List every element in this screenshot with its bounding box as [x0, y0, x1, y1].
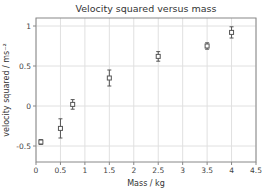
- x-tick: [158, 162, 159, 165]
- x-tick-label: 1: [82, 166, 87, 175]
- point: [71, 102, 75, 106]
- y-tick: [33, 66, 36, 67]
- error-bar: [230, 27, 234, 38]
- x-tick: [231, 162, 232, 165]
- x-tick-label: 3: [180, 166, 185, 175]
- grid-line: [231, 18, 232, 162]
- y-tick: [33, 106, 36, 107]
- axes: 0 0.5 1 1.5 2 2.5 3 3.5 4 4.5 -0.5 0 0.5 1: [16, 22, 262, 175]
- grid-line: [133, 18, 134, 162]
- grid-line: [158, 18, 159, 162]
- error-bar: [39, 140, 43, 145]
- x-tick: [182, 162, 183, 165]
- chart: 0 0.5 1 1.5 2 2.5 3 3.5 4 4.5 -0.5 0 0.5 1 Velocity sq…: [0, 0, 266, 190]
- x-tick-label: 4.5: [250, 166, 262, 175]
- error-bar: [205, 43, 209, 49]
- x-tick: [60, 162, 61, 165]
- x-axis-label: Mass / kg: [127, 179, 165, 188]
- x-tick-label: 2.5: [152, 166, 164, 175]
- grid-line: [207, 18, 208, 162]
- y-tick-label: 0.5: [19, 62, 31, 71]
- grid: [36, 18, 256, 162]
- grid-line: [36, 146, 256, 147]
- grid-line: [60, 18, 61, 162]
- y-tick-label: -0.5: [16, 142, 31, 151]
- x-tick-label: 0.5: [54, 166, 66, 175]
- y-axis-label: velocity squared / ms⁻²: [2, 43, 11, 136]
- x-tick: [109, 162, 110, 165]
- grid-line: [182, 18, 183, 162]
- x-tick: [133, 162, 134, 165]
- grid-line: [109, 18, 110, 162]
- x-tick: [36, 162, 37, 165]
- grid-line: [36, 26, 256, 27]
- y-tick: [33, 26, 36, 27]
- x-tick-label: 1.5: [103, 166, 115, 175]
- grid-line: [36, 66, 256, 67]
- x-tick-label: 4: [229, 166, 234, 175]
- x-tick: [84, 162, 85, 165]
- point: [205, 44, 209, 48]
- x-tick-label: 2: [131, 166, 136, 175]
- error-bar: [156, 52, 160, 62]
- point: [230, 30, 234, 34]
- grid-line: [84, 18, 85, 162]
- y-tick-label: 1: [26, 22, 31, 31]
- grid-line: [36, 106, 256, 107]
- title: Velocity squared versus mass: [76, 3, 217, 14]
- y-tick: [33, 146, 36, 147]
- point: [107, 76, 111, 80]
- error-bar: [58, 119, 62, 138]
- error-bar: [71, 100, 75, 110]
- point: [39, 140, 43, 144]
- point: [156, 54, 160, 58]
- x-tick-label: 0: [34, 166, 39, 175]
- point: [58, 126, 62, 130]
- data: [39, 27, 234, 145]
- error-bar: [107, 70, 111, 86]
- x-tick: [256, 162, 257, 165]
- x-tick-label: 3.5: [201, 166, 213, 175]
- y-tick-label: 0: [26, 102, 31, 111]
- plot-frame: [36, 18, 256, 162]
- x-tick: [207, 162, 208, 165]
